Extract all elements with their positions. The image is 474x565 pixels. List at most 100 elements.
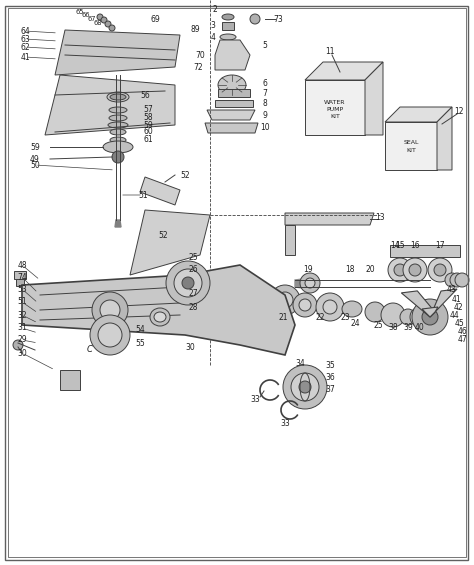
Text: 6: 6 [263,79,267,88]
Circle shape [97,14,103,20]
Text: KIT: KIT [330,114,340,119]
Text: 4: 4 [210,33,216,41]
Circle shape [403,258,427,282]
Circle shape [422,309,438,325]
Bar [305,80,365,135]
Polygon shape [115,220,121,227]
Circle shape [365,302,385,322]
Circle shape [388,258,412,282]
Circle shape [182,277,194,289]
Circle shape [100,300,120,320]
Text: 7: 7 [263,89,267,98]
Text: 54: 54 [135,325,145,334]
Ellipse shape [218,75,246,95]
Text: 38: 38 [388,323,398,332]
Bar [385,122,437,170]
Text: 42: 42 [453,302,463,311]
Circle shape [300,273,320,293]
Circle shape [299,299,311,311]
Text: 51: 51 [138,190,148,199]
Circle shape [109,25,115,31]
Text: 8: 8 [263,99,267,108]
Bar [14,271,26,279]
Text: 17: 17 [435,241,445,250]
Polygon shape [430,289,457,317]
Circle shape [101,17,107,23]
Text: 51: 51 [17,298,27,306]
Ellipse shape [107,92,129,102]
Ellipse shape [109,107,127,113]
Bar [215,100,253,107]
Polygon shape [140,177,180,205]
Text: 55: 55 [135,338,145,347]
Ellipse shape [110,137,126,143]
Text: 43: 43 [447,285,457,294]
Text: 59: 59 [143,120,153,129]
Circle shape [316,293,344,321]
Text: 16: 16 [410,241,420,250]
Circle shape [291,373,319,401]
Ellipse shape [109,115,127,121]
Polygon shape [285,225,295,255]
Circle shape [293,293,317,317]
Text: 22: 22 [315,312,325,321]
Text: 35: 35 [325,360,335,370]
Text: 26: 26 [188,266,198,275]
Polygon shape [22,265,295,355]
Ellipse shape [222,14,234,20]
Circle shape [394,264,406,276]
Text: 27: 27 [188,289,198,298]
Polygon shape [215,40,250,70]
Circle shape [92,292,128,328]
Text: 10: 10 [260,124,270,133]
Circle shape [400,309,416,325]
Text: 74: 74 [17,272,27,281]
Text: 66: 66 [82,12,90,18]
Text: 33: 33 [250,396,260,405]
Text: 50: 50 [30,160,40,170]
Text: 12: 12 [454,107,464,116]
Circle shape [412,299,448,335]
Text: 34: 34 [295,359,305,367]
Polygon shape [305,62,383,80]
Text: 63: 63 [20,34,30,44]
Text: 30: 30 [17,349,27,358]
Circle shape [455,273,469,287]
Text: 19: 19 [303,264,313,273]
Ellipse shape [220,34,236,40]
Text: 29: 29 [17,336,27,345]
Text: 41: 41 [20,53,30,62]
Circle shape [270,285,300,315]
Circle shape [381,303,405,327]
Text: 44: 44 [450,311,460,319]
Polygon shape [437,107,452,170]
Polygon shape [295,278,310,289]
Text: 70: 70 [195,50,205,59]
Text: 59: 59 [30,142,40,151]
Text: KIT: KIT [406,147,416,153]
Text: 23: 23 [340,312,350,321]
Polygon shape [390,245,460,257]
Text: 2: 2 [213,6,218,15]
Text: 14: 14 [390,241,400,250]
Circle shape [299,381,311,393]
Circle shape [434,264,446,276]
Text: 69: 69 [150,15,160,24]
Ellipse shape [110,94,126,100]
Text: 49: 49 [30,154,40,163]
Polygon shape [422,307,438,317]
Text: 64: 64 [20,27,30,36]
Text: 39: 39 [403,323,413,332]
Text: SEAL: SEAL [403,141,419,146]
Circle shape [250,14,260,24]
Ellipse shape [154,312,166,322]
Text: 52: 52 [180,171,190,180]
Text: 31: 31 [17,324,27,332]
Polygon shape [365,62,383,135]
Text: 18: 18 [345,264,355,273]
Polygon shape [130,210,210,275]
Polygon shape [60,370,80,390]
Bar [222,22,234,30]
Text: 13: 13 [375,212,385,221]
Circle shape [166,261,210,305]
